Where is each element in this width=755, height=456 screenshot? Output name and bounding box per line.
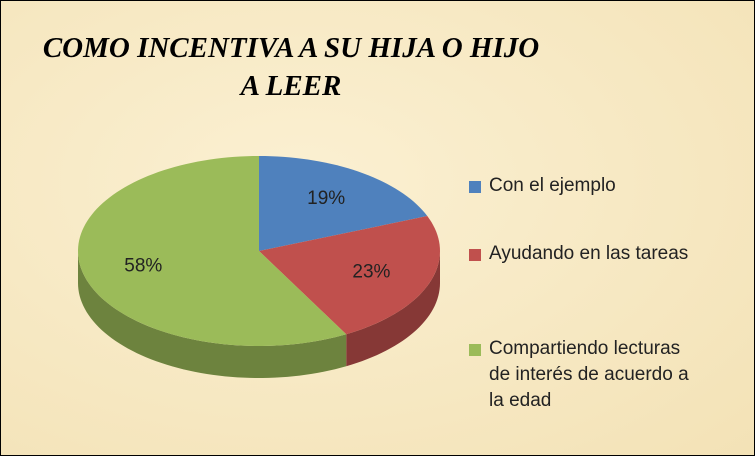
- legend-label: Compartiendo lecturas de interés de acue…: [489, 338, 689, 411]
- data-label: 19%: [307, 188, 345, 209]
- slice-top: [259, 216, 440, 335]
- pie-slice: [259, 156, 428, 251]
- slice-side: [78, 251, 347, 378]
- legend-swatch: [469, 249, 481, 261]
- data-label: 23%: [352, 261, 390, 282]
- legend-label: Ayudando en las tareas: [489, 243, 689, 264]
- chart-title: COMO INCENTIVA A SU HIJA O HIJO A LEER: [42, 32, 540, 102]
- slice-top: [259, 156, 428, 251]
- legend-swatch: [469, 344, 481, 356]
- slice-side: [346, 251, 440, 367]
- legend-entry: Con el ejemplo: [469, 173, 689, 199]
- data-label: 58%: [124, 256, 162, 277]
- legend-swatch: [469, 181, 481, 193]
- pie-slice: [78, 156, 347, 378]
- pie-slice: [259, 216, 440, 367]
- legend-entry: Compartiendo lecturas de interés de acue…: [469, 336, 689, 414]
- slice-top: [78, 156, 347, 346]
- legend-label: Con el ejemplo: [489, 175, 616, 196]
- legend-entry: Ayudando en las tareas: [469, 241, 689, 267]
